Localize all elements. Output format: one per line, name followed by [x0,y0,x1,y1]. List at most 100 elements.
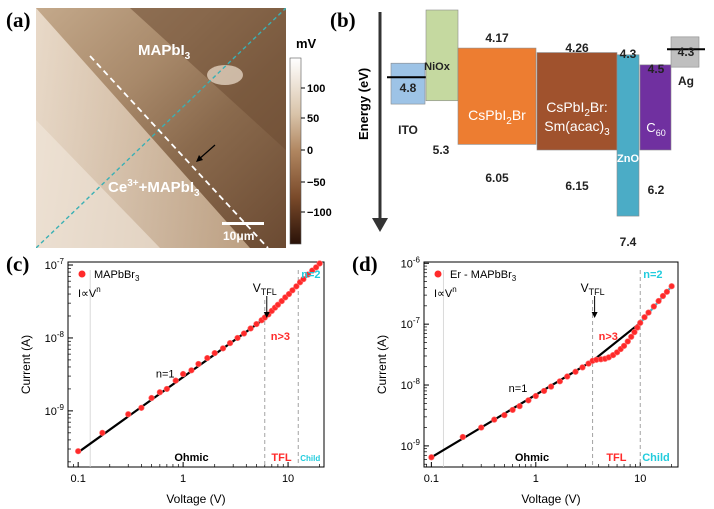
energy-layer-label: CsPbI2Br [468,107,526,127]
x-tick-label: 10 [634,473,646,485]
data-point [579,364,586,371]
data-point [271,304,279,311]
afm-diagonal-line [36,8,286,248]
data-point [163,385,170,393]
x-tick-label: 0.1 [424,473,439,485]
legend-label: MAPbBr3 [94,269,140,283]
annotation-n1: n=1 [509,383,528,395]
data-point [525,397,532,404]
relation-label: I∝Vn [434,285,457,300]
energy-layer-label: Ag [678,74,694,88]
x-tick-label: 0.1 [71,473,86,485]
colorbar-tick-label: 0 [307,145,313,157]
data-point [459,433,466,441]
data-point [564,373,571,380]
plot-frame [423,261,679,468]
energy-layer-label: ZnO [617,153,639,165]
data-point [540,387,548,395]
legend-marker [78,270,86,278]
energy-value-label: 7.4 [620,235,637,249]
legend-label: Er - MAPbBr3 [450,269,517,283]
data-point [309,267,316,274]
panel-label-c: (c) [6,252,30,276]
data-point [219,345,227,352]
data-point [180,370,187,378]
afm-arrow [197,144,216,161]
data-point [650,303,657,310]
colorbar-tick-label: 50 [307,113,319,125]
panel-label-b: (b) [330,8,356,32]
y-tick-label: 10-7 [45,257,65,272]
colorbar [289,57,302,245]
plot-frame [67,261,325,468]
data-point [634,324,641,331]
scale-bar [222,222,264,225]
y-axis-label: Current (A) [19,335,33,394]
annotation-n2: n=2 [643,269,662,281]
data-point [628,333,635,340]
data-point [296,279,304,286]
data-point [597,356,604,363]
data-point [637,319,644,326]
data-point [226,339,234,347]
x-axis-label: Voltage (V) [166,492,225,506]
y-tick-label: 10-7 [401,316,421,331]
x-tick-label: 1 [180,473,186,485]
data-point [428,454,435,461]
annotation-n1: n=1 [156,369,175,381]
data-point [289,287,296,294]
panel-label-d: (d) [352,252,378,276]
data-point [655,297,662,305]
scale-bar-label: 10μm [223,229,254,243]
data-point [572,368,579,375]
data-point [593,356,600,363]
data-point [156,389,163,396]
data-point [274,301,281,308]
data-point [585,360,592,367]
annotation-vtfl: VTFL [581,281,605,297]
data-point [125,411,132,418]
annotation-n3: n>3 [271,331,290,343]
relation-label: I∝Vn [78,285,101,300]
colorbar-tick-label: −100 [307,207,332,219]
data-point [501,412,508,419]
colorbar-unit: mV [296,36,317,51]
data-point [278,298,285,305]
y-tick-label: 10-8 [45,330,65,345]
region-label-child: Child [300,454,320,463]
energy-layer-box [536,52,618,151]
data-point [247,325,254,332]
data-point [265,311,272,318]
data-point [285,290,293,298]
data-point [195,360,202,368]
x-axis-label: Voltage (V) [521,492,580,506]
data-point [211,349,218,357]
data-point [613,349,621,356]
energy-layer-box [425,9,459,102]
energy-layer-box [670,36,700,68]
data-point [659,292,667,300]
data-point [188,367,195,374]
data-point [148,394,155,402]
data-point [641,314,648,321]
annotation-vtfl: VTFL [253,281,277,297]
region-label-tfl: TFL [271,452,291,464]
energy-value-label: 5.3 [433,143,450,157]
data-point [491,416,498,423]
y-tick-label: 10-6 [401,255,421,270]
x-tick-label: 1 [533,473,539,485]
data-point [645,309,652,316]
data-point [605,354,612,361]
region-label-child: Child [642,452,670,464]
y-axis-label: Current (A) [375,335,389,394]
data-point [138,404,145,411]
data-point [610,352,617,359]
data-point [99,429,106,436]
data-point [601,355,609,362]
panel-label-a: (a) [6,8,31,32]
data-point [300,276,307,283]
energy-layer-box [639,64,672,151]
data-point [556,378,563,385]
region-label-ohmic: Ohmic [174,452,208,464]
energy-value-label: 4.26 [565,41,589,55]
